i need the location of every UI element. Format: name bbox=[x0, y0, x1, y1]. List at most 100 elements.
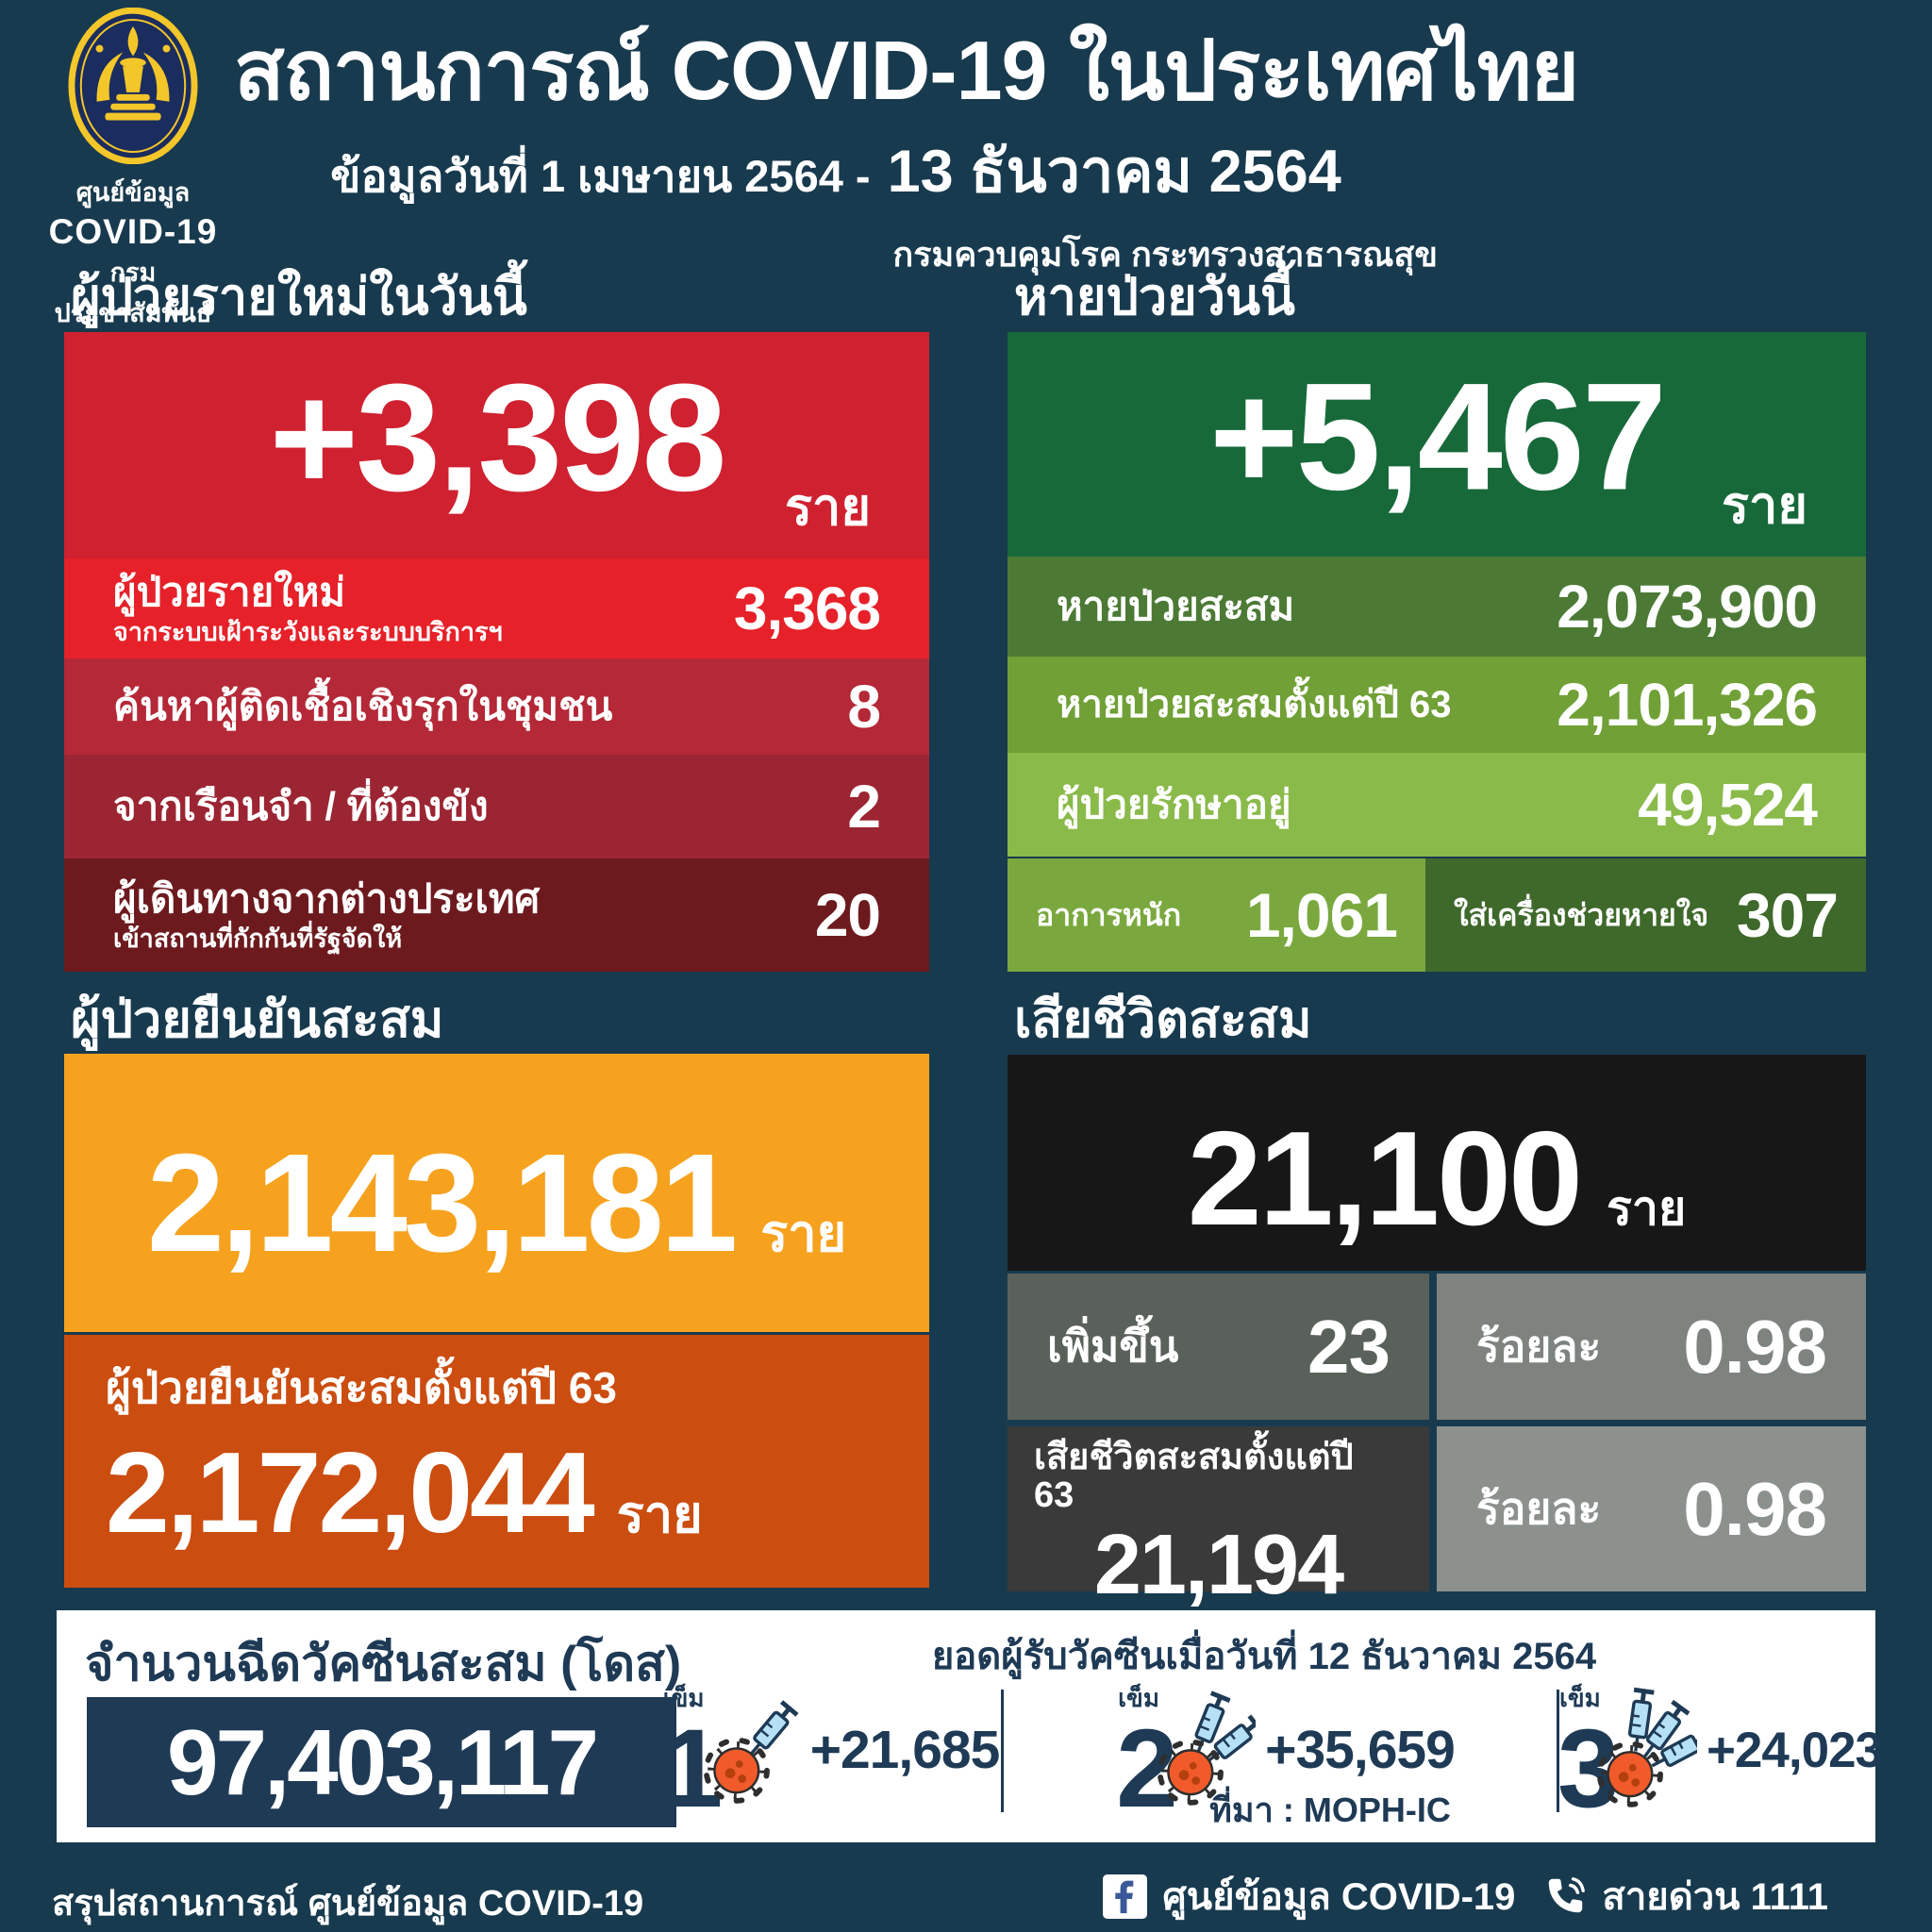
dose-1-needle-label: เข็ม bbox=[662, 1684, 705, 1712]
date-range: ข้อมูลวันที่ 1 เมษายน 2564 - 13 ธันวาคม … bbox=[234, 124, 1438, 218]
deaths-pct-box: ร้อยละ 0.98 bbox=[1437, 1274, 1866, 1420]
deaths-pct-63-value: 0.98 bbox=[1683, 1466, 1827, 1551]
row-sublabel: จากระบบเฝ้าระวังและระบบบริการฯ bbox=[113, 618, 503, 647]
new-cases-unit: ราย bbox=[785, 479, 871, 536]
cumulative-since-63-box: ผู้ป่วยยืนยันสะสมตั้งแต่ปี 63 2,172,044 … bbox=[64, 1335, 929, 1588]
vaccine-source: ที่มา : MOPH-IC bbox=[1209, 1790, 1451, 1829]
vaccine-total-box: 97,403,117 bbox=[87, 1697, 676, 1827]
cumulative-total: 2,143,181 bbox=[146, 1125, 738, 1281]
dose-divider-2 bbox=[1557, 1690, 1559, 1812]
row-value: 2 bbox=[847, 773, 881, 841]
cumulative-unit: ราย bbox=[760, 1206, 847, 1262]
cumulative-header: ผู้ป่วยยืนยันสะสม bbox=[71, 991, 444, 1048]
new-cases-row-prison: จากเรือนจำ / ที่ต้องขัง 2 bbox=[64, 755, 929, 858]
new-cases-total: +3,398 bbox=[269, 352, 726, 524]
recovered-total: +5,467 bbox=[1208, 351, 1667, 523]
deaths-since-63-value: 21,194 bbox=[1093, 1517, 1344, 1612]
row-label: ผู้ป่วยรักษาอยู่ bbox=[1057, 782, 1291, 827]
row-label: หายป่วยสะสม bbox=[1057, 584, 1295, 629]
deaths-total-box: 21,100 ราย bbox=[1008, 1055, 1866, 1271]
cumulative-since-63-label: ผู้ป่วยยืนยันสะสมตั้งแต่ปี 63 bbox=[106, 1363, 617, 1412]
row-value: 2,101,326 bbox=[1557, 671, 1818, 739]
row-value: 3,368 bbox=[733, 575, 881, 642]
row-value: 49,524 bbox=[1638, 771, 1818, 839]
date-range-prefix: ข้อมูลวันที่ 1 เมษายน 2564 - bbox=[330, 150, 871, 201]
cumulative-since-63-unit: ราย bbox=[616, 1487, 703, 1543]
footer-summary: สรุปสถานการณ์ ศูนย์ข้อมูล COVID-19 bbox=[52, 1884, 644, 1924]
ventilator-box: ใส่เครื่องช่วยหายใจ 307 bbox=[1425, 858, 1866, 972]
severe-value: 1,061 bbox=[1245, 880, 1398, 950]
prd-emblem-icon bbox=[68, 8, 198, 164]
dose-divider-1 bbox=[1001, 1690, 1004, 1812]
deaths-header: เสียชีวิตสะสม bbox=[1014, 991, 1312, 1048]
recovered-unit: ราย bbox=[1722, 477, 1807, 534]
deaths-unit: ราย bbox=[1607, 1182, 1687, 1235]
prd-logo: ศูนย์ข้อมูล COVID-19 กรมประชาสัมพันธ์ bbox=[32, 8, 234, 333]
recovered-total-box: +5,467 ราย bbox=[1008, 332, 1866, 557]
row-label: ผู้เดินทางจากต่างประเทศ bbox=[113, 876, 541, 922]
deaths-pct-63-box: ร้อยละ 0.98 bbox=[1437, 1426, 1866, 1591]
new-cases-total-box: +3,398 ราย bbox=[64, 332, 929, 558]
dose-1-block: เข็ม 1 +21,685 bbox=[661, 1678, 1001, 1824]
footer-contacts: ศูนย์ข้อมูล COVID-19 สายด่วน 1111 bbox=[1103, 1866, 1828, 1926]
deaths-added-box: เพิ่มขึ้น 23 bbox=[1008, 1274, 1429, 1420]
cumulative-total-box: 2,143,181 ราย bbox=[64, 1054, 929, 1332]
date-range-current: 13 ธันวาคม 2564 bbox=[887, 138, 1341, 205]
new-cases-row-active-search: ค้นหาผู้ติดเชื้อเชิงรุกในชุมชน 8 bbox=[64, 658, 929, 755]
recovered-row-cumulative: หายป่วยสะสม 2,073,900 bbox=[1008, 557, 1866, 657]
hotline-label: สายด่วน 1111 bbox=[1602, 1876, 1828, 1918]
recovered-row-since-63: หายป่วยสะสมตั้งแต่ปี 63 2,101,326 bbox=[1008, 657, 1866, 753]
dose-2-icon: เข็ม 2 bbox=[1116, 1679, 1256, 1824]
logo-caption-2: COVID-19 bbox=[48, 212, 218, 251]
row-sublabel: เข้าสถานที่กักกันที่รัฐจัดให้ bbox=[113, 924, 403, 954]
deaths-pct-value: 0.98 bbox=[1683, 1304, 1827, 1389]
row-label: หายป่วยสะสมตั้งแต่ปี 63 bbox=[1057, 683, 1452, 725]
header: สถานการณ์ COVID-19 ในประเทศไทย ข้อมูลวัน… bbox=[234, 24, 1579, 281]
row-value: 8 bbox=[847, 673, 881, 741]
page-title: สถานการณ์ COVID-19 ในประเทศไทย bbox=[234, 24, 1579, 117]
dose-2-value: +35,659 bbox=[1265, 1720, 1456, 1780]
severe-label: อาการหนัก bbox=[1036, 897, 1182, 932]
dose-3-block: เข็ม 3 +24,023 bbox=[1557, 1678, 1883, 1824]
recovered-header: หายป่วยวันนี้ bbox=[1014, 269, 1295, 325]
ventilator-label: ใส่เครื่องช่วยหายใจ bbox=[1454, 897, 1709, 932]
row-label: ค้นหาผู้ติดเชื้อเชิงรุกในชุมชน bbox=[113, 684, 613, 729]
facebook-page-name: ศูนย์ข้อมูล COVID-19 bbox=[1162, 1876, 1516, 1918]
logo-caption-3: กรมประชาสัมพันธ์ bbox=[54, 258, 212, 327]
dose-2-needle-label: เข็ม bbox=[1118, 1684, 1159, 1712]
vaccine-daily-header: ยอดผู้รับวัคซีนเมื่อวันที่ 12 ธันวาคม 25… bbox=[931, 1636, 1597, 1677]
cumulative-since-63-total: 2,172,044 bbox=[106, 1428, 595, 1557]
deaths-pct-label: ร้อยละ bbox=[1476, 1322, 1602, 1371]
deaths-added-value: 23 bbox=[1307, 1304, 1391, 1389]
logo-caption-1: ศูนย์ข้อมูล bbox=[75, 178, 191, 207]
dose-3-value: +24,023 bbox=[1706, 1722, 1883, 1778]
ventilator-value: 307 bbox=[1736, 880, 1839, 950]
recovered-breakdown: หายป่วยสะสม 2,073,900 หายป่วยสะสมตั้งแต่… bbox=[1008, 557, 1866, 857]
vaccine-total: 97,403,117 bbox=[166, 1709, 599, 1814]
recovered-row-in-treatment: ผู้ป่วยรักษาอยู่ 49,524 bbox=[1008, 753, 1866, 857]
facebook-icon bbox=[1103, 1874, 1148, 1919]
new-cases-row-surveillance: ผู้ป่วยรายใหม่ จากระบบเฝ้าระวังและระบบบร… bbox=[64, 558, 929, 658]
vaccine-panel: จำนวนฉีดวัคซีนสะสม (โดส) 97,403,117 ยอดผ… bbox=[57, 1610, 1883, 1842]
deaths-added-label: เพิ่มขึ้น bbox=[1047, 1322, 1179, 1371]
row-value: 20 bbox=[814, 881, 881, 949]
dose-1-value: +21,685 bbox=[809, 1720, 1001, 1780]
severe-row: อาการหนัก 1,061 ใส่เครื่องช่วยหายใจ 307 bbox=[1008, 858, 1866, 972]
dose-1-icon: เข็ม 1 bbox=[661, 1679, 801, 1824]
dose-1-syringe-virus-icon bbox=[695, 1679, 801, 1811]
deaths-total: 21,100 bbox=[1187, 1104, 1583, 1254]
new-cases-breakdown: ผู้ป่วยรายใหม่ จากระบบเฝ้าระวังและระบบบร… bbox=[64, 558, 929, 972]
new-cases-row-abroad: ผู้เดินทางจากต่างประเทศ เข้าสถานที่กักกั… bbox=[64, 858, 929, 972]
vaccine-header: จำนวนฉีดวัคซีนสะสม (โดส) bbox=[85, 1637, 682, 1691]
dose-2-block: เข็ม 2 +35,659 bbox=[1014, 1678, 1557, 1824]
row-value: 2,073,900 bbox=[1557, 573, 1818, 641]
dose-3-icon: เข็ม 3 bbox=[1557, 1679, 1697, 1824]
deaths-since-63-box: เสียชีวิตสะสมตั้งแต่ปี 63 21,194 bbox=[1008, 1426, 1429, 1609]
deaths-pct-63-label: ร้อยละ bbox=[1476, 1484, 1602, 1533]
row-label: จากเรือนจำ / ที่ต้องขัง bbox=[113, 784, 489, 829]
new-cases-header: ผู้ป่วยรายใหม่ในวันนี้ bbox=[71, 269, 527, 325]
phone-icon bbox=[1549, 1877, 1586, 1913]
severe-box: อาการหนัก 1,061 bbox=[1008, 858, 1425, 972]
agency-name: กรมควบคุมโรค กระทรวงสาธารณสุข bbox=[892, 234, 1438, 274]
